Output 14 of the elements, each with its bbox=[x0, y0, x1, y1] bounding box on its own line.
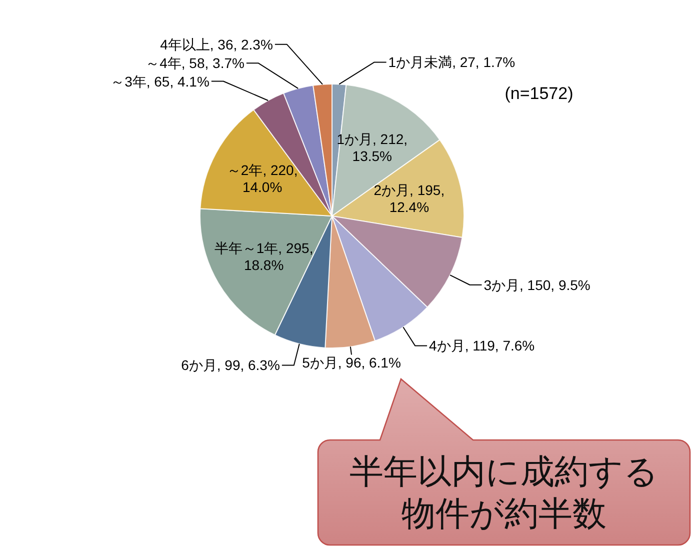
slice-label: 4か月, 119, 7.6% bbox=[429, 338, 535, 354]
slice-label: 6か月, 99, 6.3% bbox=[181, 357, 280, 374]
slice-label: 2か月, 195, 12.4% bbox=[374, 182, 445, 215]
slice-label: ～4年, 58, 3.7% bbox=[146, 55, 244, 72]
slice-label: 5か月, 96, 6.1% bbox=[302, 354, 401, 371]
slice-label: 半年～1年, 295, 18.8% bbox=[214, 240, 314, 273]
text: (n=1572) bbox=[504, 84, 574, 103]
slice-label: 4年以上, 36, 2.3% bbox=[160, 36, 273, 52]
slice-label: 3か月, 150, 9.5% bbox=[484, 276, 590, 293]
text: 半年以内に成約する物件が約半数 bbox=[348, 452, 660, 534]
slice-label: ～3年, 65, 4.1% bbox=[110, 73, 210, 90]
slice-label: ～2年, 220, 14.0% bbox=[226, 162, 298, 195]
slice-label: 1か月未満, 27, 1.7% bbox=[388, 54, 516, 70]
slice-label: 1か月, 212, 13.5% bbox=[336, 131, 408, 164]
